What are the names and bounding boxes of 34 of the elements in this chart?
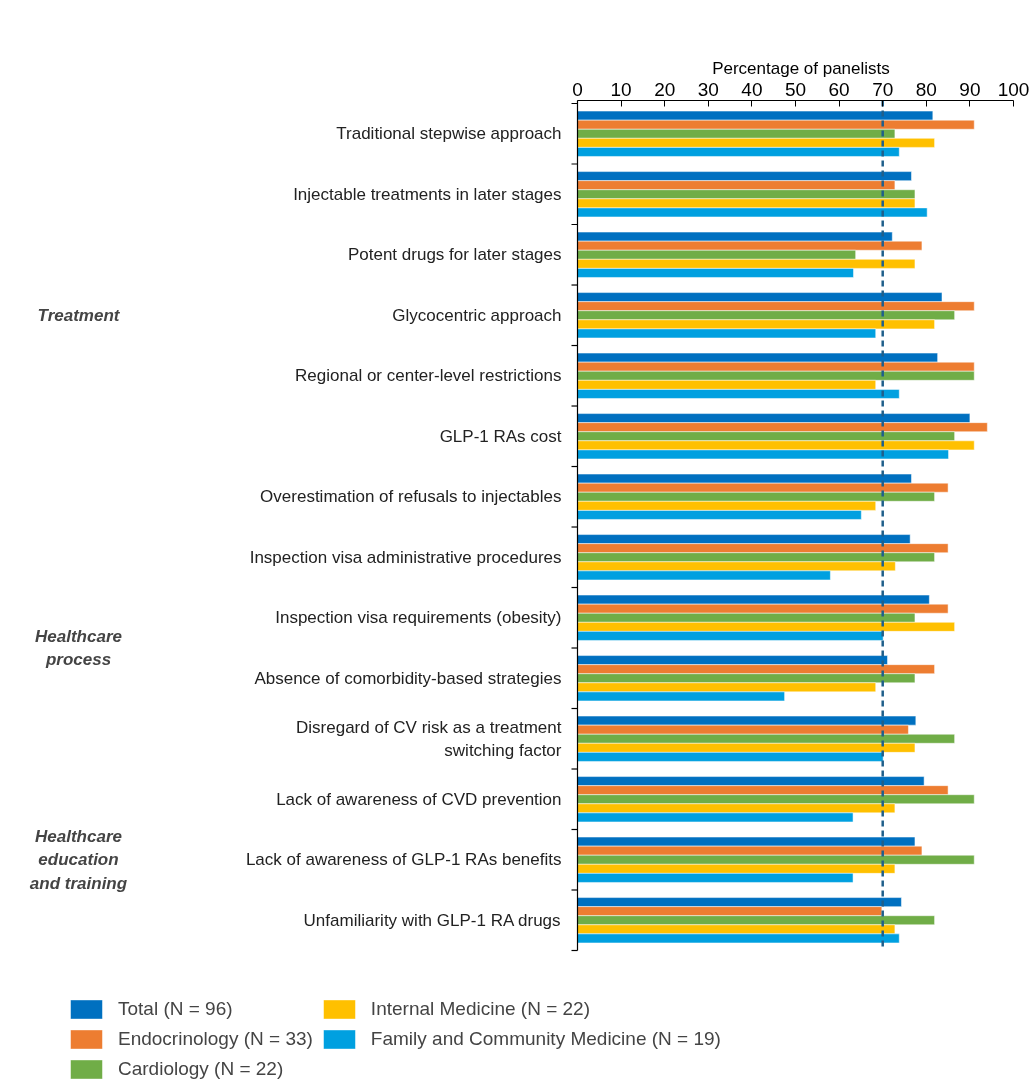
y-tick-label: Lack of awareness of GLP-1 RAs benefits <box>245 850 562 870</box>
y-tick-label: Overestimation of refusals to injectables <box>260 487 562 507</box>
legend-label: Internal Medicine (N = 22) <box>370 998 590 1020</box>
x-tick-label: 100 <box>997 78 1030 100</box>
y-tick-label: Potent drugs for later stages <box>347 245 562 265</box>
x-tick-label: 60 <box>828 78 850 100</box>
x-tick-label: 0 <box>572 78 583 100</box>
x-tick-label: 40 <box>741 78 763 100</box>
y-tick-label: Glycocentric approach <box>392 305 562 325</box>
y-tick-label: Inspection visa administrative procedures <box>249 547 562 567</box>
x-tick-label: 50 <box>784 78 807 100</box>
x-tick-label: 90 <box>959 78 981 100</box>
legend-label: Total (N = 96) <box>118 998 233 1020</box>
y-tick-label: Unfamiliarity with GLP-1 RA drugs <box>303 910 561 930</box>
text: Healthcare process <box>35 626 122 670</box>
legend-label: Family and Community Medicine (N = 19) <box>370 1028 721 1050</box>
x-tick-label: 30 <box>697 78 719 100</box>
x-axis-title: Percentage of panelists <box>712 58 890 78</box>
text: Treatment <box>37 305 121 325</box>
y-tick-label: Regional or center-level restrictions <box>295 366 562 386</box>
x-tick-label: 20 <box>654 78 676 100</box>
y-tick-label: Lack of awareness of CVD prevention <box>276 789 562 809</box>
y-tick-label: Injectable treatments in later stages <box>293 184 562 204</box>
x-tick-label: 80 <box>915 78 937 100</box>
x-tick-label: 70 <box>872 78 894 100</box>
y-tick-label: GLP-1 RAs cost <box>439 426 562 446</box>
x-tick-label: 10 <box>610 78 632 100</box>
legend-label: Cardiology (N = 22) <box>118 1058 284 1080</box>
y-tick-label: Absence of comorbidity-based strategies <box>254 668 562 688</box>
y-tick-label: Inspection visa requirements (obesity) <box>275 608 562 628</box>
legend-label: Endocrinology (N = 33) <box>118 1028 313 1050</box>
text: Healthcare education and training <box>29 826 128 893</box>
y-tick-label: Traditional stepwise approach <box>336 124 562 144</box>
y-tick-label: Disregard of CV risk as a treatment switching factor <box>296 717 562 760</box>
